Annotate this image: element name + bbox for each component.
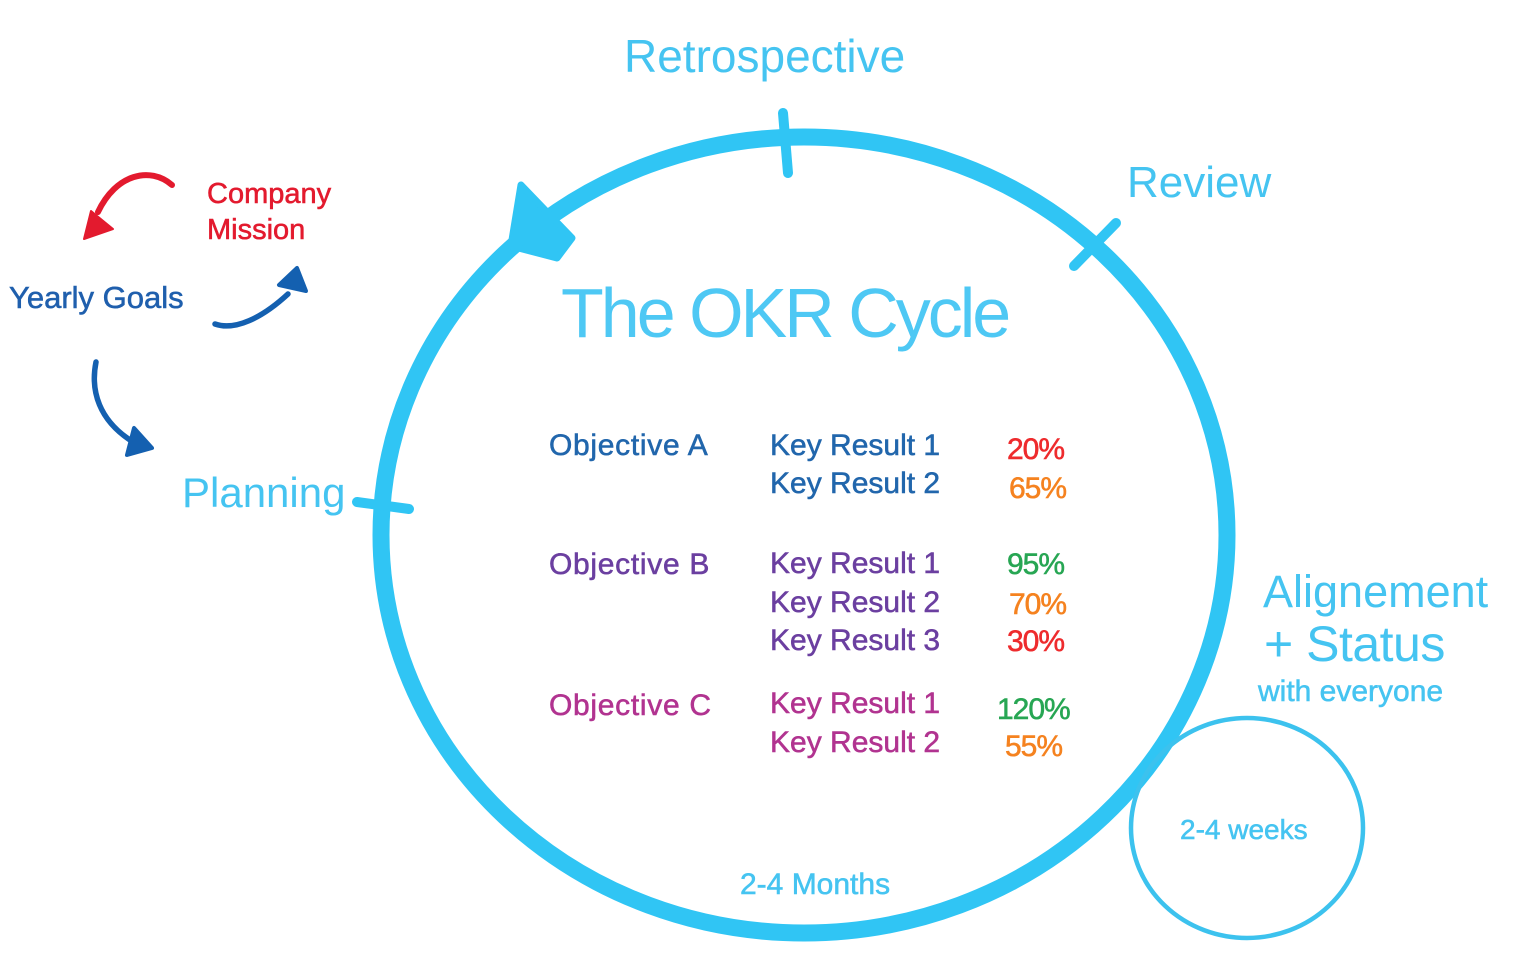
svg-text:Objective A: Objective A	[549, 429, 708, 462]
svg-text:Mission: Mission	[207, 214, 305, 246]
svg-text:Key Result 2: Key Result 2	[770, 726, 940, 759]
svg-text:Key Result 2: Key Result 2	[770, 586, 940, 619]
svg-text:+ Status: + Status	[1264, 616, 1445, 672]
svg-text:Objective B: Objective B	[549, 548, 710, 581]
svg-text:Key Result 3: Key Result 3	[770, 624, 940, 657]
svg-text:2-4 weeks: 2-4 weeks	[1180, 814, 1308, 845]
svg-text:95%: 95%	[1007, 548, 1064, 581]
svg-text:65%: 65%	[1009, 472, 1066, 505]
svg-text:55%: 55%	[1005, 730, 1062, 763]
svg-text:with everyone: with everyone	[1257, 675, 1443, 708]
svg-text:Key Result 1: Key Result 1	[770, 429, 940, 462]
svg-text:120%: 120%	[997, 693, 1070, 726]
svg-text:Review: Review	[1127, 158, 1271, 207]
svg-text:70%: 70%	[1009, 588, 1066, 621]
svg-text:Objective C: Objective C	[549, 689, 712, 722]
svg-text:Retrospective: Retrospective	[624, 30, 905, 82]
svg-text:Yearly Goals: Yearly Goals	[9, 280, 184, 315]
svg-text:20%: 20%	[1007, 433, 1064, 466]
svg-text:30%: 30%	[1007, 625, 1064, 658]
svg-text:Key Result 1: Key Result 1	[770, 687, 940, 720]
svg-text:2-4 Months: 2-4 Months	[740, 868, 890, 901]
svg-text:Planning: Planning	[182, 469, 345, 516]
svg-text:The OKR Cycle: The OKR Cycle	[561, 274, 1008, 352]
svg-text:Key Result 2: Key Result 2	[770, 467, 940, 500]
svg-text:Alignement: Alignement	[1263, 566, 1489, 617]
svg-text:Company: Company	[207, 178, 332, 210]
svg-text:Key Result 1: Key Result 1	[770, 547, 940, 580]
